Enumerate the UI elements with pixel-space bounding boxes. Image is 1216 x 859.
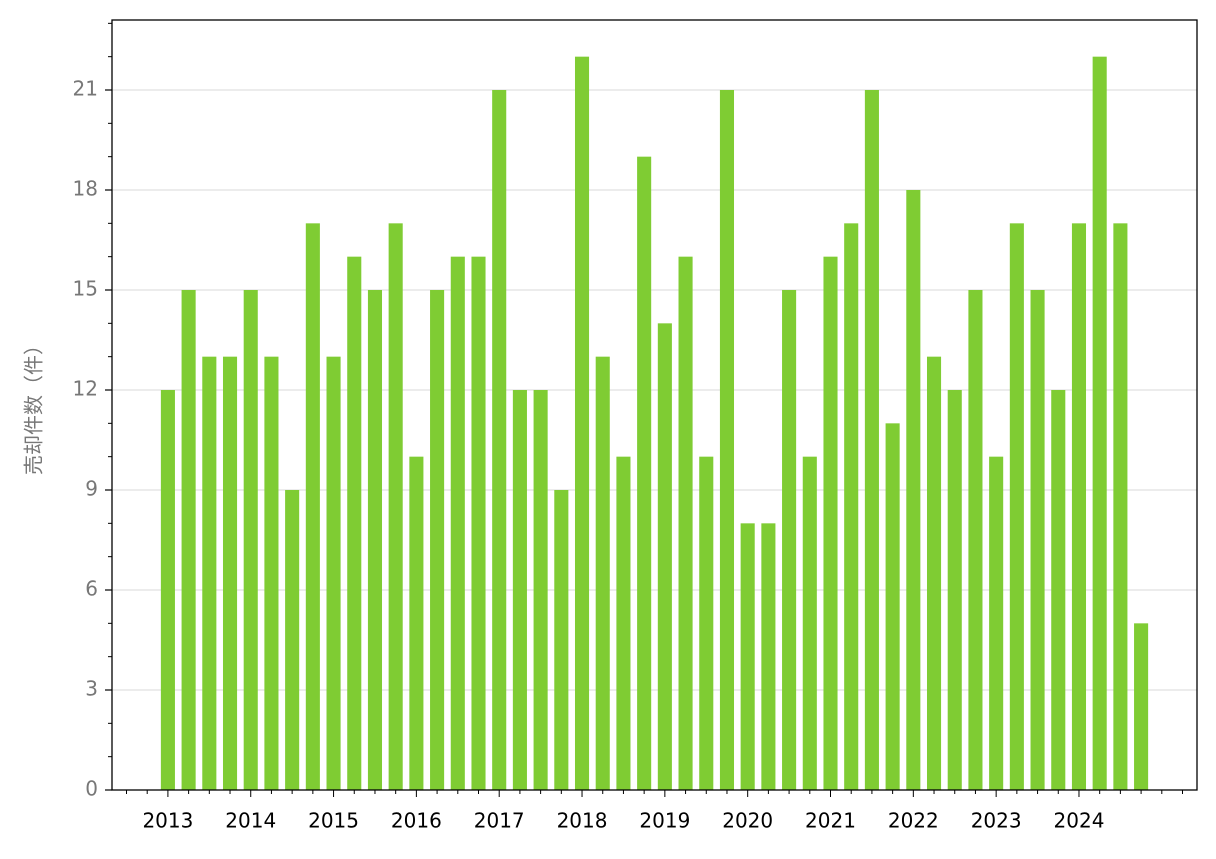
bar [782, 290, 797, 790]
x-tick-label: 2017 [474, 809, 525, 833]
bar [367, 290, 383, 790]
bar [719, 90, 735, 790]
bar [285, 490, 300, 790]
x-tick-label: 2013 [142, 809, 193, 833]
bar [512, 390, 527, 790]
bar [616, 456, 631, 790]
bar [347, 256, 362, 791]
y-tick-label: 18 [73, 177, 98, 201]
bar [388, 223, 403, 791]
y-tick-label: 6 [85, 577, 98, 601]
bar [595, 356, 610, 790]
x-tick-label: 2019 [639, 809, 690, 833]
bar [906, 190, 921, 790]
bar [989, 456, 1004, 790]
bar [802, 456, 817, 790]
x-tick-label: 2018 [557, 809, 608, 833]
bar [740, 523, 755, 790]
x-tick-label: 2016 [391, 809, 442, 833]
bar [657, 323, 672, 790]
plot-frame [111, 19, 1198, 791]
y-axis-label: 売却件数（件） [22, 335, 46, 475]
bar [554, 490, 569, 790]
x-tick-label: 2015 [308, 809, 359, 833]
bar [864, 90, 879, 790]
bar [926, 356, 942, 790]
bar [326, 356, 341, 790]
bar [409, 456, 424, 790]
bar [699, 456, 714, 790]
y-tick-label: 0 [85, 777, 98, 801]
bar [844, 223, 859, 791]
bar [264, 356, 279, 790]
bar [1134, 623, 1149, 790]
bar [160, 390, 175, 790]
y-tick-label: 21 [73, 77, 98, 101]
bar [1092, 56, 1107, 790]
bar [761, 523, 776, 790]
bar [305, 223, 320, 791]
bar [1071, 223, 1087, 791]
bar [181, 290, 196, 790]
y-tick-label: 3 [85, 677, 98, 701]
bar [243, 290, 258, 790]
bar [202, 356, 217, 790]
bar [574, 56, 590, 790]
bar [492, 90, 507, 790]
bar [1113, 223, 1128, 791]
x-tick-label: 2020 [722, 809, 773, 833]
bar [823, 256, 838, 791]
x-tick-label: 2021 [805, 809, 856, 833]
x-tick-label: 2024 [1054, 809, 1105, 833]
bar [968, 290, 983, 790]
bar [637, 156, 652, 790]
y-tick-label: 12 [73, 377, 98, 401]
bar [947, 390, 962, 790]
x-tick-label: 2023 [971, 809, 1022, 833]
bar [1030, 290, 1045, 790]
bar [450, 256, 465, 791]
y-tick-label: 15 [73, 277, 98, 301]
y-tick-label: 9 [85, 477, 98, 501]
bar [1009, 223, 1024, 791]
bar [222, 356, 238, 790]
bar [1051, 390, 1066, 790]
x-tick-label: 2014 [225, 809, 276, 833]
bar [885, 423, 900, 790]
bar [533, 390, 548, 790]
bar [471, 256, 486, 791]
bar [430, 290, 445, 790]
bar [678, 256, 693, 791]
x-tick-label: 2022 [888, 809, 939, 833]
